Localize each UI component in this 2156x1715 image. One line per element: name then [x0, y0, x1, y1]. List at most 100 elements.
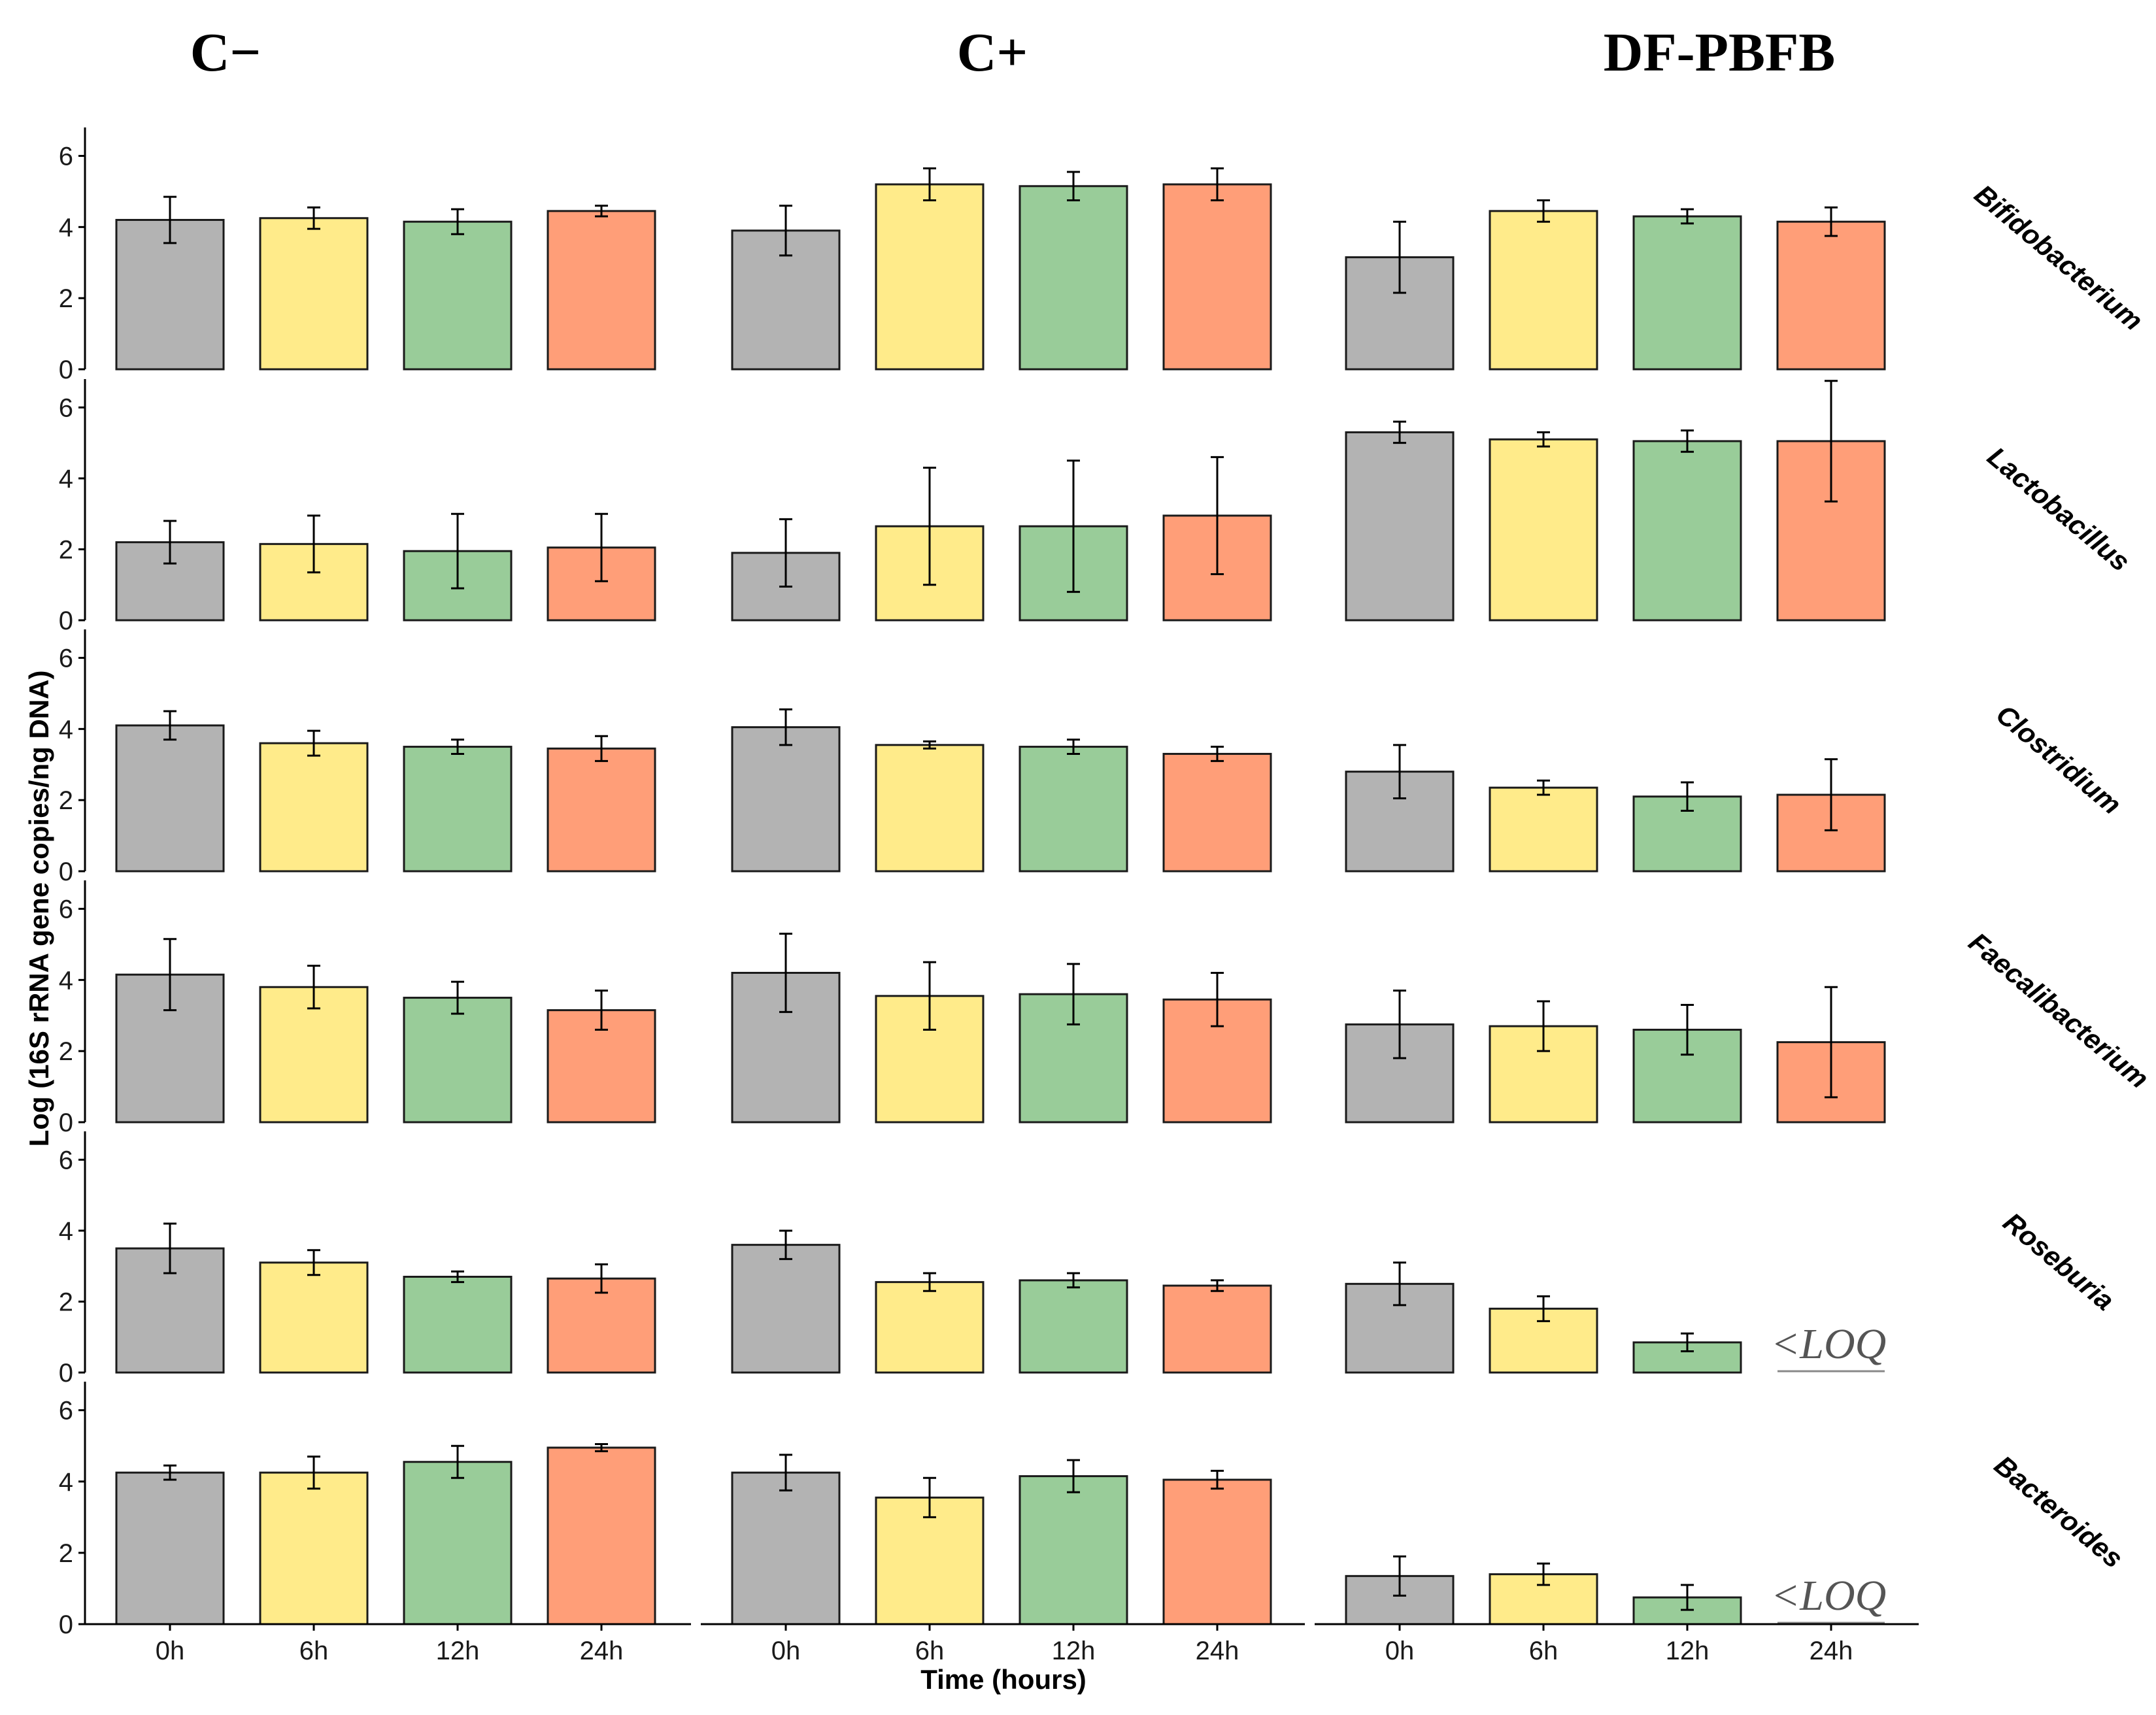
bar: [547, 1009, 656, 1124]
group-c: [731, 456, 1272, 622]
bar: [1019, 185, 1128, 371]
x-tick-label: 6h: [299, 1637, 329, 1665]
y-tick-label: 2: [59, 1288, 73, 1316]
y-tick-label: 0: [59, 607, 73, 635]
group-c: [115, 938, 656, 1124]
y-tick-label: 0: [59, 1359, 73, 1388]
group-c: [731, 167, 1272, 371]
bar: [259, 1261, 369, 1374]
column-title-c-minus: C−: [190, 22, 261, 83]
y-tick-label: 0: [59, 858, 73, 886]
bar: [731, 1244, 841, 1374]
row-label-bacteroides: Bacteroides: [1989, 1450, 2129, 1574]
x-tick-label: 12h: [436, 1637, 480, 1665]
bar: [115, 724, 225, 873]
x-axis: 0h 6h 12h 24h 0h 6h 12h 24h 0h 6h 12h 24h: [85, 1623, 1919, 1665]
bar: [403, 1275, 513, 1374]
y-tick-label: 4: [59, 715, 73, 744]
bar: [259, 986, 369, 1124]
y-tick-label: 4: [59, 213, 73, 242]
x-tick-label: 12h: [1666, 1637, 1710, 1665]
bar: [1019, 746, 1128, 873]
row-faecalibacterium: 0 2 4 6 Faecalibacterium: [59, 880, 2155, 1137]
y-tick-label: 6: [59, 142, 73, 171]
y-tick-label: 6: [59, 1146, 73, 1174]
group-df-pbfb: [1345, 744, 1886, 873]
bar: [875, 1281, 985, 1374]
row-bacteroides: 0 2 4 6 Bacteroides <LOQ: [59, 1382, 2129, 1639]
bar: [1632, 1029, 1742, 1124]
bar: [403, 997, 513, 1124]
x-tick-label: 12h: [1052, 1637, 1096, 1665]
group-df-pbfb: [1345, 986, 1886, 1124]
bar: [403, 746, 513, 873]
x-tick-label: 24h: [1196, 1637, 1239, 1665]
row-label-faecalibacterium: Faecalibacterium: [1963, 927, 2155, 1095]
column-titles: C− C+ DF-PBFB: [190, 22, 1836, 83]
row-bifidobacterium: 0 2 4 6 Bifidobacterium: [59, 127, 2149, 384]
bar: [115, 218, 225, 371]
bar: [1776, 220, 1886, 371]
row-label-roseburia: Roseburia: [1998, 1207, 2121, 1316]
bar: [547, 210, 656, 371]
y-tick-label: 0: [59, 356, 73, 384]
y-tick-label: 6: [59, 895, 73, 924]
y-tick-label: 2: [59, 1037, 73, 1066]
x-tick-label: 24h: [580, 1637, 624, 1665]
y-tick-label: 2: [59, 284, 73, 313]
x-tick-label: 6h: [1529, 1637, 1558, 1665]
bar: [1162, 183, 1272, 371]
row-label-lactobacillus: Lactobacillus: [1981, 441, 2136, 578]
x-tick-label: 0h: [1385, 1637, 1415, 1665]
group-c: [115, 195, 656, 371]
bar: [403, 220, 513, 371]
bar: [1162, 1478, 1272, 1625]
bar: [115, 1471, 225, 1625]
plot-area: 0 2 4 6 Bifidobacterium 0 2 4 6 Lactobacillus 0 2 4 6…: [59, 127, 2155, 1665]
group-c: [115, 1442, 656, 1625]
bar: [1489, 438, 1598, 622]
row-label-clostridium: Clostridium: [1991, 699, 2127, 820]
y-tick-label: 2: [59, 786, 73, 815]
y-tick-label: 6: [59, 644, 73, 673]
x-axis-title: Time (hours): [920, 1664, 1086, 1695]
group-c: [115, 1222, 656, 1374]
y-tick-label: 4: [59, 1217, 73, 1246]
group-df-pbfb: <LOQ: [1345, 1261, 1887, 1374]
group-c: [731, 708, 1272, 873]
y-tick-label: 0: [59, 1610, 73, 1639]
column-title-df-pbfb: DF-PBFB: [1604, 22, 1836, 83]
group-df-pbfb: [1345, 199, 1886, 371]
x-tick-label: 0h: [156, 1637, 185, 1665]
group-c: [115, 512, 656, 622]
loq-label: <LOQ: [1771, 1320, 1887, 1368]
y-tick-label: 4: [59, 966, 73, 995]
group-c: [115, 710, 656, 873]
group-c: [731, 1229, 1272, 1374]
loq-label: <LOQ: [1771, 1572, 1887, 1620]
bar: [1632, 440, 1742, 622]
x-tick-label: 0h: [771, 1637, 801, 1665]
bar: [731, 1471, 841, 1625]
y-tick-label: 6: [59, 1397, 73, 1425]
y-tick-label: 4: [59, 1468, 73, 1497]
x-tick-label: 6h: [915, 1637, 945, 1665]
row-roseburia: 0 2 4 6 Roseburia <LOQ: [59, 1131, 2120, 1388]
y-tick-label: 4: [59, 465, 73, 493]
group-df-pbfb: <LOQ: [1345, 1555, 1887, 1625]
x-tick-label: 24h: [1810, 1637, 1853, 1665]
bar: [259, 1471, 369, 1625]
bar: [875, 183, 985, 371]
bar: [1019, 1279, 1128, 1374]
bar: [547, 1446, 656, 1625]
y-tick-label: 2: [59, 1539, 73, 1568]
bar: [259, 217, 369, 371]
bar: [1489, 786, 1598, 873]
group-c: [731, 1454, 1272, 1625]
bar: [1162, 1284, 1272, 1374]
bar: [1019, 1475, 1128, 1625]
row-label-bifidobacterium: Bifidobacterium: [1969, 178, 2149, 337]
bar: [875, 744, 985, 873]
bar: [547, 747, 656, 873]
